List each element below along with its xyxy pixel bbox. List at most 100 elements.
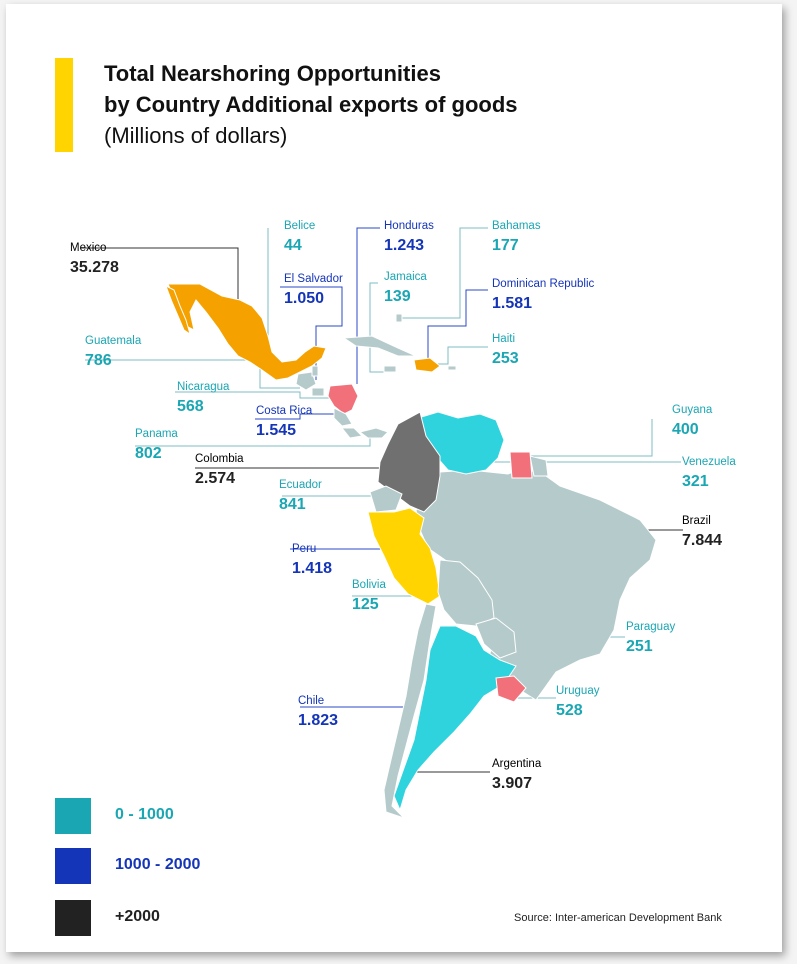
legend-label-high: +2000 [115,908,160,925]
uruguay-value: 528 [556,702,583,719]
leader-line-dominican-republic [427,289,488,360]
page-title: Total Nearshoring Opportunities by Count… [104,58,518,151]
chile-shape [383,603,437,819]
label-bolivia: Bolivia 125 [352,578,386,615]
label-venezuela: Venezuela 321 [682,455,736,492]
leader-line-mexico [80,247,239,320]
legend-label-low: 0 - 1000 [115,806,174,823]
jamaica-shape [383,365,397,373]
el-salvador-value: 1.050 [284,290,325,307]
title-accent-bar [55,58,73,152]
nicaragua-value: 568 [177,398,204,415]
leader-line-guatemala [85,359,300,389]
label-nicaragua: Nicaragua 568 [177,380,229,417]
paraguay-shape [475,617,517,659]
chile-value: 1.823 [298,712,339,729]
legend-label-mid: 1000 - 2000 [115,856,201,873]
bahamas-shape [395,313,403,323]
title-line-2: by Country Additional exports of goods [104,92,518,117]
guatemala-value: 786 [85,352,112,369]
peru-shape [367,507,441,605]
guyana-name: Guyana [672,404,713,416]
costa-rica-name: Costa Rica [256,405,313,417]
honduras-value: 1.243 [384,237,425,254]
brazil-name: Brazil [682,515,711,527]
haiti-value: 253 [492,350,519,367]
brazil-value: 7.844 [682,532,723,549]
label-uruguay: Uruguay 528 [556,684,599,721]
jamaica-name: Jamaica [384,271,427,283]
peru-name: Peru [292,543,317,555]
bolivia-value: 125 [352,596,379,613]
el-salvador-shape [311,387,325,397]
belice-name: Belice [284,220,316,232]
suriname-shape [509,451,533,479]
source-note: Source: Inter-american Development Bank [514,912,722,924]
baja-california-shape [165,284,191,336]
mexico-value: 35.278 [70,259,119,276]
bolivia-name: Bolivia [352,579,386,591]
guiana-shape [529,455,549,477]
venezuela-value: 321 [682,473,709,490]
honduras-shape [327,383,359,415]
guyana-value: 400 [672,421,699,438]
label-dominican-republic: Dominican Republic 1.581 [492,277,594,314]
legend-swatch-low [55,798,91,834]
leader-line-el-salvador [280,286,343,380]
costa-rica-value: 1.545 [256,422,297,439]
leader-line-guyana [528,419,653,457]
title-line-1: Total Nearshoring Opportunities [104,61,441,86]
label-honduras: Honduras 1.243 [384,219,434,256]
ecuador-shape [369,485,403,513]
peru-value: 1.418 [292,560,333,577]
legend-swatch-high [55,900,91,936]
ecuador-value: 841 [279,496,306,513]
label-el-salvador: El Salvador 1.050 [284,272,343,309]
belice-shape [311,365,319,377]
venezuela-name: Venezuela [682,456,736,468]
uruguay-shape [495,675,527,703]
panama-name: Panama [135,428,178,440]
guatemala-name: Guatemala [85,335,142,347]
el-salvador-name: El Salvador [284,273,343,285]
label-ecuador: Ecuador 841 [279,478,322,515]
puerto-rico-shape [447,365,457,371]
argentina-name: Argentina [492,758,542,770]
label-panama: Panama 802 [135,427,178,464]
jamaica-value: 139 [384,288,411,305]
label-haiti: Haiti 253 [492,332,519,369]
bahamas-name: Bahamas [492,220,541,232]
belice-value: 44 [284,237,302,254]
guatemala-shape [295,371,317,391]
leader-line-nicaragua [175,391,330,399]
panama-value: 802 [135,445,162,462]
colombia-name: Colombia [195,453,244,465]
legend-swatch-mid [55,848,91,884]
ecuador-name: Ecuador [279,479,322,491]
label-peru: Peru 1.418 [292,542,332,579]
label-costa-rica: Costa Rica 1.545 [256,404,312,441]
honduras-name: Honduras [384,220,434,232]
costa-rica-shape [340,427,364,439]
uruguay-name: Uruguay [556,685,600,697]
bahamas-value: 177 [492,237,519,254]
panama-shape [358,427,389,439]
cuba-shape [342,335,417,357]
paraguay-name: Paraguay [626,621,676,633]
haiti-name: Haiti [492,333,516,345]
label-colombia: Colombia 2.574 [195,452,244,489]
dominican-republic-value: 1.581 [492,295,533,312]
leader-line-bahamas [400,227,488,319]
nicaragua-name: Nicaragua [177,381,230,393]
label-mexico: Mexico 35.278 [70,241,119,278]
title-subtitle: (Millions of dollars) [104,123,288,148]
hispaniola-shape [413,357,441,373]
leader-line-costa-rica [255,413,335,420]
label-chile: Chile 1.823 [298,694,338,731]
chile-name: Chile [298,695,325,707]
mexico-name: Mexico [70,242,107,254]
leader-line-panama [135,436,371,447]
nicaragua-shape [333,407,353,427]
colombia-shape [377,411,441,513]
